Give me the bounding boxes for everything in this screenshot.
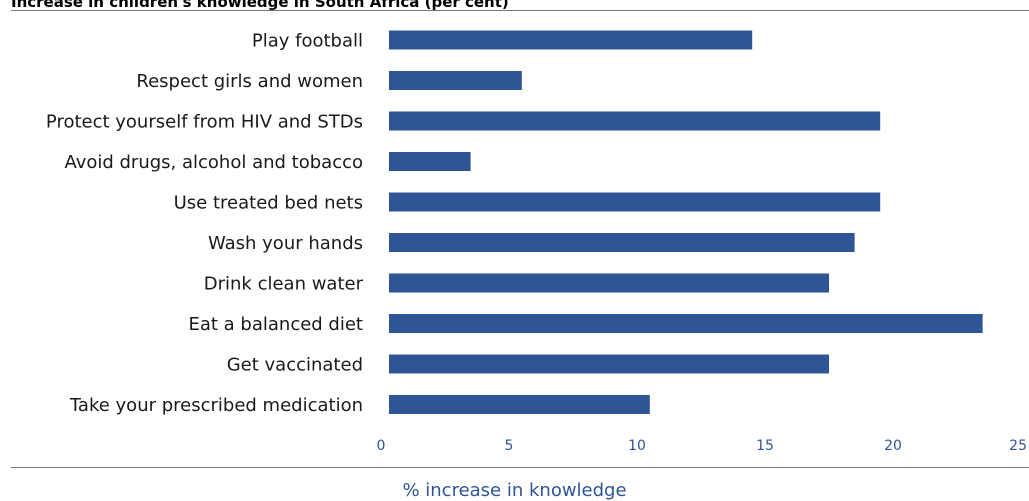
x-tick-label-0: 0 [377, 438, 386, 454]
category-label-2: Respect girls and women [136, 71, 363, 92]
category-label-1: Play football [252, 31, 363, 52]
category-label-9: Get vaccinated [227, 355, 363, 376]
bars [389, 30, 983, 414]
x-tick-label-10: 10 [628, 438, 646, 454]
x-tick-label-20: 20 [884, 438, 902, 454]
category-label-6: Wash your hands [208, 233, 363, 254]
bar-8 [389, 314, 983, 333]
bar-5 [389, 192, 881, 212]
category-label-7: Drink clean water [204, 274, 364, 295]
x-tick-labels: 0 5 10 15 20 25 [377, 438, 1027, 454]
bar-10 [389, 395, 650, 414]
category-label-5: Use treated bed nets [174, 193, 363, 214]
category-label-10: Take your prescribed medication [69, 395, 363, 416]
bar-2 [389, 71, 522, 90]
bottom-rule [11, 467, 1029, 468]
x-tick-label-25: 25 [1009, 438, 1027, 454]
category-label-3: Protect yourself from HIV and STDs [46, 112, 363, 133]
category-labels: Play football Respect girls and women Prot… [46, 31, 364, 417]
x-tick-label-15: 15 [756, 438, 774, 454]
top-rule [11, 10, 1029, 11]
bar-1 [389, 30, 753, 50]
x-tick-label-5: 5 [505, 438, 514, 454]
category-label-4: Avoid drugs, alcohol and tobacco [64, 152, 363, 173]
bar-3 [389, 111, 881, 131]
bar-9 [389, 354, 829, 374]
category-label-8: Eat a balanced diet [188, 314, 363, 335]
bar-7 [389, 273, 829, 293]
x-axis-label: % increase in knowledge [402, 480, 627, 501]
bar-4 [389, 152, 471, 171]
chart-title: Increase in children's knowledge in Sout… [11, 0, 509, 11]
bar-6 [389, 233, 855, 252]
